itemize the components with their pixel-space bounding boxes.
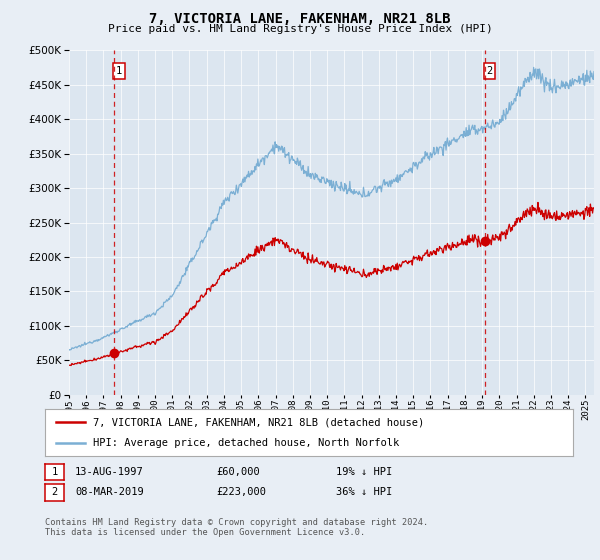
Text: 1: 1 (52, 467, 58, 477)
Text: HPI: Average price, detached house, North Norfolk: HPI: Average price, detached house, Nort… (92, 438, 399, 448)
Text: Price paid vs. HM Land Registry's House Price Index (HPI): Price paid vs. HM Land Registry's House … (107, 24, 493, 34)
Text: 08-MAR-2019: 08-MAR-2019 (75, 487, 144, 497)
Text: 19% ↓ HPI: 19% ↓ HPI (336, 466, 392, 477)
Text: 7, VICTORIA LANE, FAKENHAM, NR21 8LB: 7, VICTORIA LANE, FAKENHAM, NR21 8LB (149, 12, 451, 26)
Text: 2: 2 (487, 66, 493, 76)
Text: £60,000: £60,000 (216, 466, 260, 477)
Text: Contains HM Land Registry data © Crown copyright and database right 2024.
This d: Contains HM Land Registry data © Crown c… (45, 518, 428, 538)
Text: 7, VICTORIA LANE, FAKENHAM, NR21 8LB (detached house): 7, VICTORIA LANE, FAKENHAM, NR21 8LB (de… (92, 417, 424, 427)
Text: 1: 1 (116, 66, 122, 76)
Text: 2: 2 (52, 487, 58, 497)
Text: £223,000: £223,000 (216, 487, 266, 497)
Text: 13-AUG-1997: 13-AUG-1997 (75, 466, 144, 477)
Text: 36% ↓ HPI: 36% ↓ HPI (336, 487, 392, 497)
